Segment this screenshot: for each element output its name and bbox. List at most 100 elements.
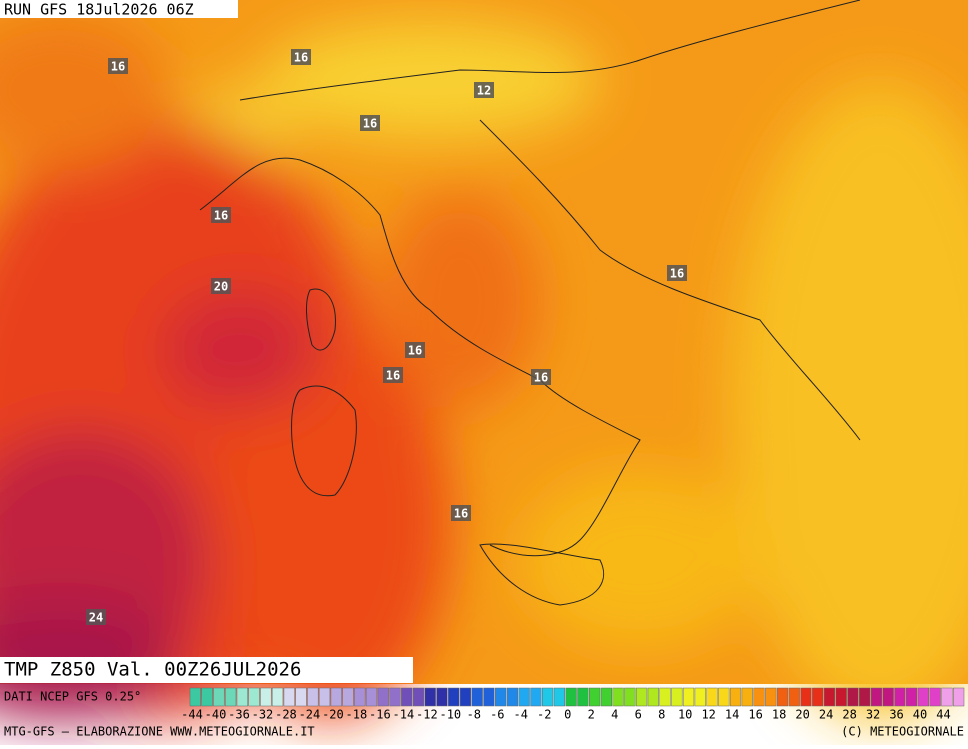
scale-label: 28 <box>842 708 856 722</box>
scale-swatch <box>823 687 836 707</box>
scale-swatch <box>248 687 260 707</box>
scale-label: 16 <box>748 708 762 722</box>
scale-swatch <box>682 687 695 707</box>
scale-swatch <box>671 687 683 707</box>
scale-swatch <box>624 687 636 707</box>
scale-label: 40 <box>913 708 927 722</box>
scale-swatch <box>953 687 965 707</box>
map-label: 16 <box>667 265 687 281</box>
scale-label: -28 <box>275 708 297 722</box>
scale-swatch <box>600 687 612 707</box>
map-label-box <box>383 367 403 383</box>
map-label-box <box>451 505 471 521</box>
map-label: 12 <box>474 82 494 98</box>
map-label-text: 24 <box>89 611 103 625</box>
scale-swatch <box>260 687 272 707</box>
scale-swatch <box>788 687 800 707</box>
scale-swatch <box>224 687 237 707</box>
map-label-text: 20 <box>214 280 228 294</box>
map-label: 16 <box>291 49 311 65</box>
scale-swatch <box>330 687 342 707</box>
map-label-text: 16 <box>214 209 228 223</box>
scale-label: -8 <box>467 708 481 722</box>
scale-swatch <box>870 687 883 707</box>
scale-swatch <box>412 687 425 707</box>
footer-left: MTG-GFS — ELABORAZIONE WWW.METEOGIORNALE… <box>4 725 315 739</box>
scale-label: 12 <box>701 708 715 722</box>
scale-swatch <box>236 687 248 707</box>
scale-label: 10 <box>678 708 692 722</box>
scale-label: -2 <box>537 708 551 722</box>
scale-swatch <box>318 687 331 707</box>
scale-label: 6 <box>635 708 642 722</box>
scale-swatch <box>354 687 366 707</box>
scale-swatch <box>588 687 601 707</box>
scale-swatch <box>882 687 894 707</box>
footer-right: (C) METEOGIORNALE <box>841 725 964 739</box>
color-scale: -44 -40 -36 -32 -28 -24 -20 -18 -16 -14 -12 -10 -8 -6… <box>181 687 965 722</box>
scale-swatch <box>424 687 436 707</box>
scale-swatch <box>542 687 554 707</box>
map-label-text: 16 <box>294 51 308 65</box>
map-label-text: 16 <box>111 60 125 74</box>
scale-swatch <box>471 687 483 707</box>
scale-swatch <box>283 687 295 707</box>
scale-label: 20 <box>795 708 809 722</box>
scale-swatch <box>847 687 859 707</box>
map-label: 20 <box>211 278 231 294</box>
scale-label: -24 <box>299 708 321 722</box>
map-label: 16 <box>360 115 380 131</box>
map-label: 16 <box>211 207 231 223</box>
map-label: 16 <box>531 369 551 385</box>
scale-label: -18 <box>346 708 368 722</box>
scale-swatch <box>706 687 718 707</box>
scale-swatch <box>365 687 378 707</box>
map-label-text: 16 <box>454 507 468 521</box>
map-label: 16 <box>405 342 425 358</box>
map-labels: 16 16 12 16 16 20 16 16 16 16 16 24 <box>86 49 687 625</box>
scale-label: -6 <box>490 708 504 722</box>
map-label: 16 <box>108 58 128 74</box>
scale-swatch <box>377 687 389 707</box>
map-label-box <box>86 609 106 625</box>
scale-swatch <box>729 687 742 707</box>
scale-swatch <box>929 687 941 707</box>
scale-swatch <box>835 687 847 707</box>
scale-swatch <box>483 687 495 707</box>
scale-label: -36 <box>228 708 250 722</box>
map-label-box <box>667 265 687 281</box>
scale-label: 4 <box>611 708 618 722</box>
scale-label: -10 <box>439 708 461 722</box>
map-label: 16 <box>383 367 403 383</box>
scale-swatch <box>436 687 448 707</box>
scale-label: 24 <box>819 708 833 722</box>
temperature-field <box>0 10 968 720</box>
map-label-text: 16 <box>408 344 422 358</box>
run-info: RUN GFS 18Jul2026 06Z <box>4 1 194 19</box>
scale-label: 44 <box>936 708 950 722</box>
scale-swatch <box>201 687 213 707</box>
scale-label: 36 <box>889 708 903 722</box>
scale-swatch <box>800 687 812 707</box>
map-label-box <box>405 342 425 358</box>
map-label-box <box>211 278 231 294</box>
scale-swatch <box>495 687 507 707</box>
scale-label: -32 <box>252 708 274 722</box>
scale-swatch <box>307 687 319 707</box>
scale-swatch <box>342 687 354 707</box>
scale-swatch <box>906 687 918 707</box>
scale-swatch <box>635 687 648 707</box>
map-label-text: 16 <box>534 371 548 385</box>
scale-label: 0 <box>564 708 571 722</box>
scale-label: -4 <box>514 708 528 722</box>
map-label-text: 16 <box>363 117 377 131</box>
scale-swatch <box>941 687 953 707</box>
scale-swatch <box>612 687 624 707</box>
map-label-box <box>211 207 231 223</box>
field-box <box>0 657 413 683</box>
scale-swatch <box>776 687 789 707</box>
scale-swatch <box>741 687 753 707</box>
map-label-text: 16 <box>386 369 400 383</box>
scale-swatch <box>765 687 777 707</box>
